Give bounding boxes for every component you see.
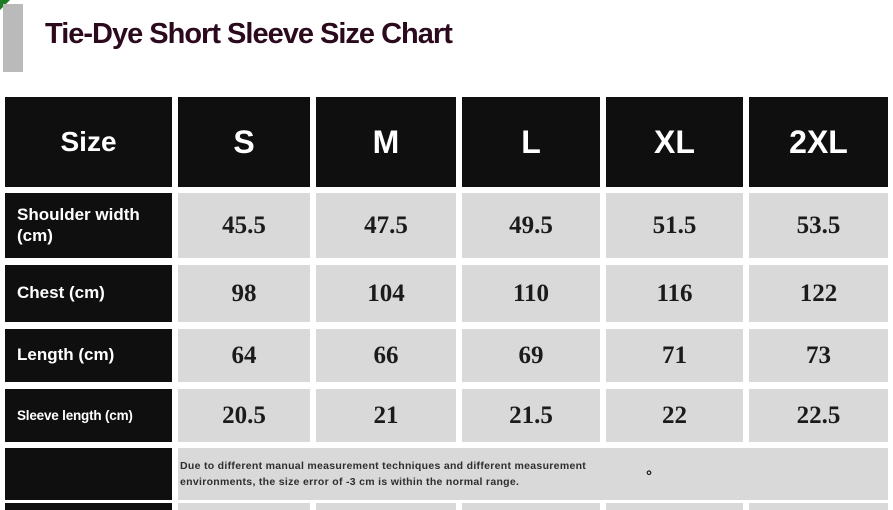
cropped-label-cell [5,503,172,510]
row-label: Length (cm) [5,329,172,382]
size-value-cell: 53.5 [749,193,888,258]
header-cell-s: S [178,97,310,187]
page-title: Tie-Dye Short Sleeve Size Chart [45,18,453,50]
header-cell-m: M [316,97,456,187]
size-value-cell: 122 [749,265,888,322]
size-value-cell: 98 [178,265,310,322]
cropped-cell [749,503,888,510]
measurement-note: Due to different manual measurement tech… [180,460,587,488]
row-label: Sleeve length (cm) [5,389,172,442]
size-value-cell: 73 [749,329,888,382]
row-label: Shoulder width (cm) [5,193,172,258]
size-value-cell: 69 [462,329,600,382]
cropped-cell [178,503,310,510]
size-value-cell: 21 [316,389,456,442]
note-cell: Due to different manual measurement tech… [178,448,888,500]
degree-mark: ° [646,468,652,485]
table-row-note: Due to different manual measurement tech… [5,448,888,500]
size-value-cell: 110 [462,265,600,322]
size-value-cell: 20.5 [178,389,310,442]
table-row-length: Length (cm) 64 66 69 71 73 [5,329,888,382]
header-cell-size: Size [5,97,172,187]
size-value-cell: 47.5 [316,193,456,258]
size-value-cell: 66 [316,329,456,382]
size-value-cell: 22.5 [749,389,888,442]
size-value-cell: 104 [316,265,456,322]
table-row-chest: Chest (cm) 98 104 110 116 122 [5,265,888,322]
header-cell-2xl: 2XL [749,97,888,187]
size-value-cell: 49.5 [462,193,600,258]
size-chart-table: Size S M L XL 2XL Shoulder width (cm) 45… [5,97,888,510]
cropped-cell [606,503,743,510]
note-label-cell [5,448,172,500]
table-row-shoulder-width: Shoulder width (cm) 45.5 47.5 49.5 51.5 … [5,193,888,258]
cropped-next-row [5,503,888,510]
table-row-sleeve-length: Sleeve length (cm) 20.5 21 21.5 22 22.5 [5,389,888,442]
size-value-cell: 45.5 [178,193,310,258]
size-value-cell: 116 [606,265,743,322]
cropped-cell [316,503,456,510]
size-value-cell: 21.5 [462,389,600,442]
header-cell-xl: XL [606,97,743,187]
header-cell-l: L [462,97,600,187]
size-value-cell: 71 [606,329,743,382]
title-side-bar [3,4,23,72]
cropped-cell [462,503,600,510]
size-value-cell: 51.5 [606,193,743,258]
row-label: Chest (cm) [5,265,172,322]
size-value-cell: 64 [178,329,310,382]
table-header-row: Size S M L XL 2XL [5,97,888,187]
size-value-cell: 22 [606,389,743,442]
